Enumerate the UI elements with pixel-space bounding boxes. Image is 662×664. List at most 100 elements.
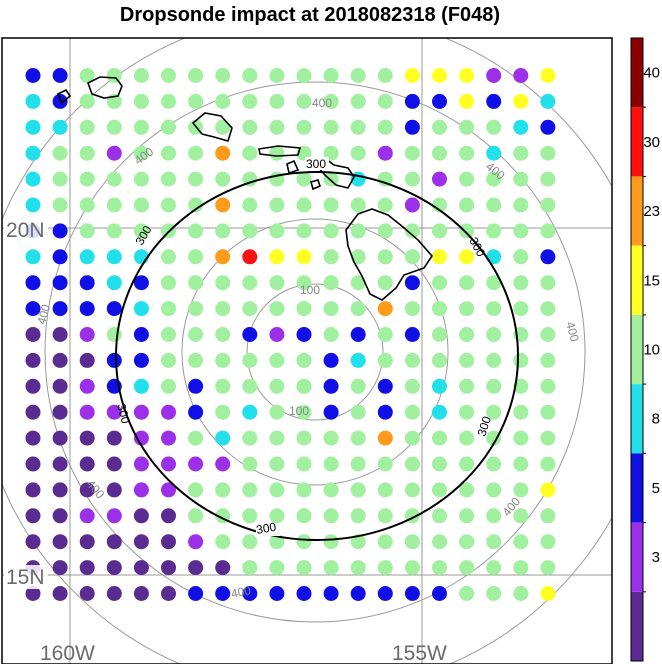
- impact-dot: [350, 93, 366, 109]
- impact-dot: [486, 301, 502, 317]
- impact-dot: [79, 301, 95, 317]
- impact-dot: [133, 171, 149, 187]
- colorbar-swatch: [631, 176, 643, 246]
- impact-dot: [296, 508, 312, 524]
- impact-dot: [161, 586, 176, 601]
- impact-dot: [25, 482, 41, 498]
- distance-rings: [2, 38, 612, 664]
- impact-dot: [432, 223, 447, 239]
- impact-dot: [242, 93, 258, 109]
- impact-dot: [242, 508, 258, 524]
- impact-dot: [432, 456, 447, 472]
- impact-dot: [323, 560, 339, 576]
- impact-dot: [432, 301, 447, 317]
- impact-dot: [350, 430, 366, 446]
- impact-dot: [323, 93, 339, 109]
- impact-dot: [25, 534, 41, 550]
- impact-dot: [459, 275, 475, 291]
- impact-dot: [459, 482, 475, 498]
- impact-dot: [432, 327, 447, 342]
- colorbar-swatch: [631, 314, 643, 385]
- impact-dot: [459, 68, 475, 83]
- impact-dot: [513, 119, 529, 135]
- impact-dot: [79, 404, 95, 420]
- impact-dot: [188, 508, 204, 524]
- impact-dot: [486, 560, 502, 576]
- impact-dot: [106, 456, 122, 472]
- impact-dot: [161, 404, 176, 420]
- impact-dot: [215, 145, 231, 161]
- colorbar-swatch: [631, 453, 643, 523]
- impact-dot: [79, 560, 95, 576]
- impact-dot: [188, 249, 204, 265]
- impact-dot: [133, 119, 149, 135]
- impact-dot: [188, 482, 204, 498]
- impact-dot: [323, 119, 339, 135]
- ring-label-400-top: 400: [312, 96, 332, 110]
- impact-dot: [79, 586, 95, 601]
- impact-dot: [52, 404, 68, 420]
- impact-dot: [79, 223, 95, 239]
- impact-dot: [404, 482, 420, 498]
- impact-dot: [188, 327, 204, 342]
- impact-dot: [269, 456, 285, 472]
- impact-dot: [242, 430, 258, 446]
- impact-dot: [540, 249, 556, 265]
- impact-dot: [79, 482, 95, 498]
- map-plot-area: [2, 38, 612, 664]
- impact-dot: [106, 508, 122, 524]
- impact-dot: [459, 560, 475, 576]
- impact-dot: [377, 430, 393, 446]
- impact-dot: [513, 482, 529, 498]
- impact-dot: [350, 482, 366, 498]
- impact-dot: [188, 145, 204, 161]
- impact-dot: [106, 171, 122, 187]
- impact-dot: [133, 327, 149, 342]
- impact-dot: [513, 93, 529, 109]
- impact-dot: [215, 119, 231, 135]
- impact-dot: [242, 482, 258, 498]
- impact-dot: [161, 508, 176, 524]
- impact-dot: [432, 275, 447, 291]
- impact-dot: [486, 171, 502, 187]
- impact-dot: [133, 404, 149, 420]
- impact-dot: [540, 586, 556, 601]
- impact-dot: [432, 482, 447, 498]
- impact-dot: [52, 378, 68, 394]
- impact-dot: [404, 275, 420, 291]
- impact-dot: [242, 119, 258, 135]
- impact-dot: [79, 68, 95, 83]
- impact-dot: [106, 197, 122, 213]
- impact-dot: [513, 430, 529, 446]
- impact-dot: [350, 249, 366, 265]
- impact-dot: [215, 586, 231, 601]
- impact-dot: [79, 197, 95, 213]
- impact-dot: [106, 534, 122, 550]
- impact-dot: [377, 534, 393, 550]
- impact-dot: [486, 404, 502, 420]
- impact-dot: [106, 223, 122, 239]
- contour-label-300-lower-right: 300: [475, 414, 495, 438]
- impact-dot: [269, 430, 285, 446]
- colorbar-outline: [630, 37, 644, 662]
- impact-dot: [188, 534, 204, 550]
- contour-300: [115, 171, 519, 541]
- impact-dot: [52, 68, 68, 83]
- impact-dot: [404, 68, 420, 83]
- impact-dot: [133, 430, 149, 446]
- contour-label-300-bottom: 300: [255, 520, 277, 537]
- impact-dot: [133, 93, 149, 109]
- impact-dot: [25, 586, 41, 601]
- impact-dot: [540, 301, 556, 317]
- island-kahoolawe: [310, 179, 321, 191]
- impact-dot: [296, 404, 312, 420]
- impact-dot: [133, 197, 149, 213]
- impact-dot: [296, 68, 312, 83]
- impact-dot: [79, 534, 95, 550]
- impact-dot: [161, 456, 176, 472]
- contour-label-300-lower-left: 300: [114, 402, 133, 425]
- impact-dot: [486, 352, 502, 368]
- impact-dot: [25, 197, 41, 213]
- impact-dot: [215, 249, 231, 265]
